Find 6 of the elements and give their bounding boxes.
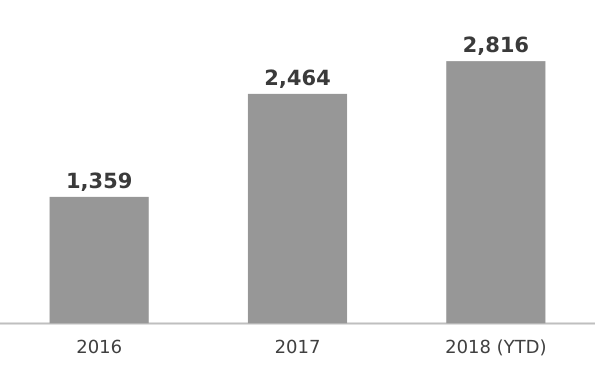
data-label: 2,816: [462, 33, 530, 58]
x-tick-label: 2017: [274, 336, 320, 358]
x-tick-label: 2016: [76, 336, 122, 358]
x-tick-label: 2018 (YTD): [445, 336, 547, 358]
data-label: 2,464: [264, 66, 331, 90]
data-label: 1,359: [66, 168, 132, 193]
